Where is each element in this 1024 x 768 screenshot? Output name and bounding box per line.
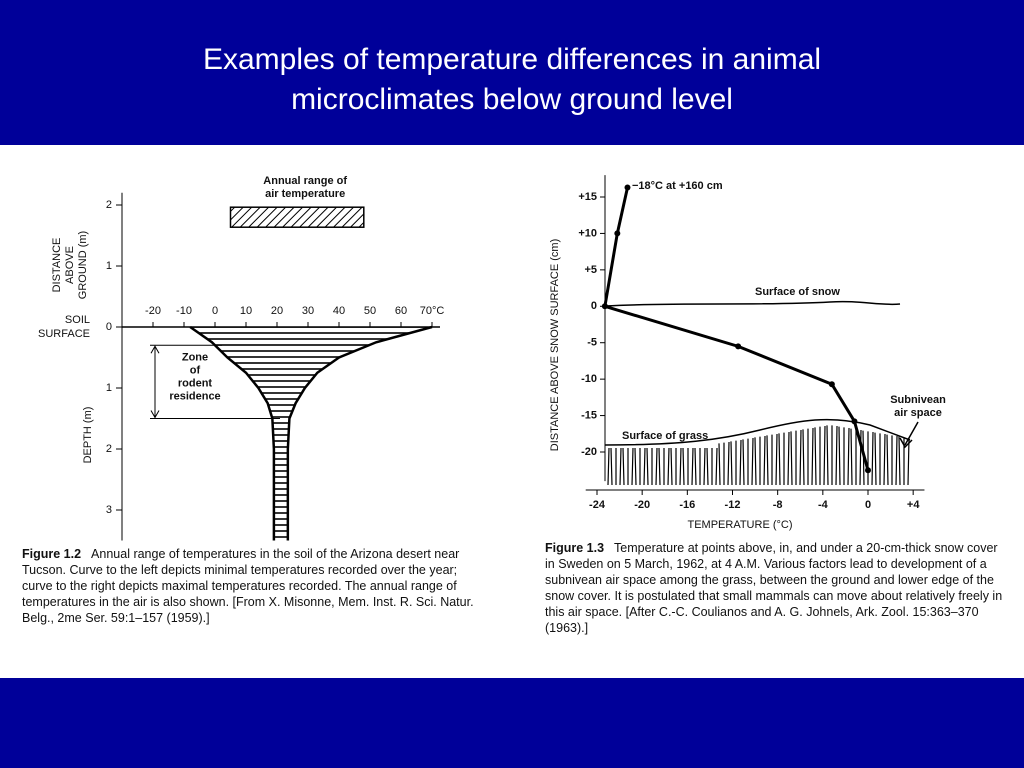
surface-label-line: SURFACE (38, 328, 90, 340)
slide-title: Examples of temperature differences in a… (202, 43, 822, 116)
x-tick-label: 30 (302, 305, 314, 317)
air-range-bar (229, 206, 365, 228)
above-label-line: DISTANCE (51, 238, 63, 293)
subnivean-line: air space (894, 407, 942, 419)
figure-label: Figure 1.2 (22, 547, 82, 561)
air-range-label: Annual range of air temperature (263, 175, 347, 200)
range-curve (189, 325, 276, 541)
air-label-part: Annual range of (263, 175, 347, 187)
y-tick-label: 3 (106, 504, 112, 516)
y-tick-label: +5 (584, 264, 597, 276)
x-tick-label: 40 (333, 305, 345, 317)
x-tick-label: 20 (271, 305, 283, 317)
y-tick-label: -15 (581, 409, 597, 421)
zone-label-line: rodent (178, 377, 213, 389)
x-tick-label: -24 (589, 499, 606, 511)
data-point (614, 230, 621, 237)
surface-label-line: SOIL (65, 314, 90, 326)
caption-text: Annual range of temperatures in the soil… (22, 547, 474, 625)
grass (607, 425, 910, 486)
subnivean-line: Subnivean (890, 394, 946, 406)
depth-label: DEPTH (m) (82, 407, 94, 464)
y-tick-label: +10 (578, 227, 597, 239)
y-tick-label: 2 (106, 199, 112, 211)
y-tick-label: -10 (581, 373, 597, 385)
y-axis-label: DISTANCE ABOVE SNOW SURFACE (cm) (549, 239, 561, 452)
x-tick-label: -8 (773, 499, 783, 511)
x-tick-label: 0 (212, 305, 218, 317)
x-tick-label: +4 (907, 499, 920, 511)
data-point (735, 343, 742, 350)
zone-label-line: Zone (182, 351, 208, 363)
figure-label: Figure 1.3 (545, 541, 605, 555)
temperature-line (603, 187, 870, 471)
caption-1: Figure 1.2 Annual range of temperatures i… (22, 546, 484, 626)
y-tick-label: 0 (591, 300, 597, 312)
soil-range (190, 327, 432, 541)
above-label-line: GROUND (m) (77, 231, 89, 299)
y-tick-label: -20 (581, 446, 597, 458)
y-tick-label: 0 (106, 321, 112, 333)
grass-label: Surface of grass (622, 430, 708, 442)
x-tick-label: -16 (679, 499, 695, 511)
grass-surface (604, 418, 911, 446)
y-tick-label: 1 (106, 382, 112, 394)
x-tick-label: -10 (176, 305, 192, 317)
y-tick-label: 1 (106, 260, 112, 272)
y-tick-label: 2 (106, 443, 112, 455)
x-tick-label: 10 (240, 305, 252, 317)
x-tick-label: -12 (725, 499, 741, 511)
y-tick-label: -5 (587, 337, 597, 349)
air-label-part: air temperature (265, 188, 345, 200)
above-label: DISTANCEABOVEGROUND (m) (51, 231, 89, 299)
subnivean-arrow (899, 421, 919, 449)
above-label-line: ABOVE (64, 246, 76, 284)
data-point (828, 381, 835, 388)
caption-text: Temperature at points above, in, and und… (545, 541, 1003, 635)
snow-label: Surface of snow (755, 286, 840, 298)
caption-2: Figure 1.3 Temperature at points above, i… (545, 540, 1010, 636)
y-tick-label: +15 (578, 191, 597, 203)
x-tick-label: -20 (145, 305, 161, 317)
data-point (624, 184, 631, 191)
x-tick-label: -20 (634, 499, 650, 511)
x-tick-label: 50 (364, 305, 376, 317)
top-note: −18°C at +160 cm (632, 180, 723, 192)
x-tick-label: 70°C (420, 305, 445, 317)
zone-label-line: residence (169, 390, 220, 402)
snow-surface (604, 300, 901, 307)
data-point (851, 418, 858, 425)
x-tick-label: 60 (395, 305, 407, 317)
range-curve (286, 325, 433, 541)
subnivean-label: Subnivean air space (890, 394, 946, 419)
data-point (865, 467, 871, 474)
x-axis-label: TEMPERATURE (°C) (687, 519, 792, 531)
zone-label: Zone of rodent residence (169, 351, 220, 402)
header-band (0, 0, 1024, 145)
footer-band (0, 678, 1024, 768)
zone-label-line: of (190, 364, 201, 376)
surface-label: SOIL SURFACE (38, 314, 90, 340)
x-tick-label: 0 (865, 499, 871, 511)
x-tick-label: -4 (818, 499, 829, 511)
zone-arrowheads (150, 345, 160, 419)
data-point (601, 303, 608, 310)
